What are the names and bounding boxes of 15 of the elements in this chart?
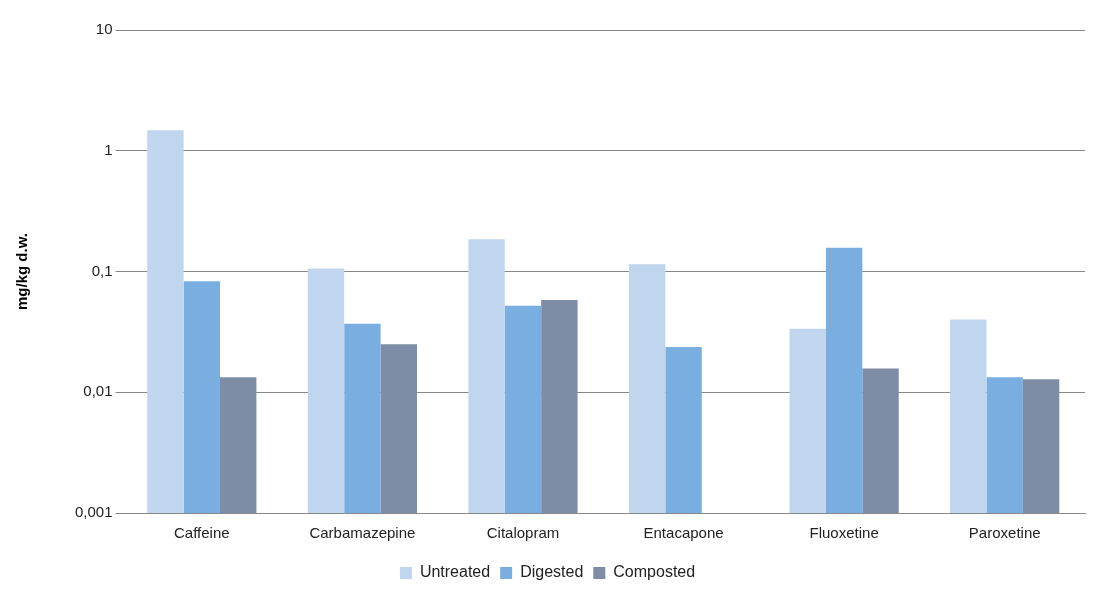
y-axis-title: mg/kg d.w. — [13, 233, 31, 310]
y-tick-label: 0,001 — [74, 503, 113, 521]
legend-label: Composted — [613, 563, 696, 581]
y-tick-label: 0,1 — [91, 261, 113, 279]
x-tick-label: Citalopram — [486, 524, 560, 542]
y-tick-label: 0,01 — [83, 382, 113, 400]
x-tick-label: Fluoxetine — [809, 524, 879, 542]
x-tick-label: Entacapone — [643, 524, 724, 542]
x-tick-label: Paroxetine — [968, 524, 1041, 542]
legend-label: Digested — [520, 563, 584, 581]
y-tick-label: 1 — [104, 140, 113, 158]
legend-label: Untreated — [419, 563, 491, 581]
y-tick-label: 10 — [95, 20, 113, 38]
x-tick-label: Carbamazepine — [309, 524, 416, 542]
x-tick-label: Caffeine — [174, 524, 230, 542]
